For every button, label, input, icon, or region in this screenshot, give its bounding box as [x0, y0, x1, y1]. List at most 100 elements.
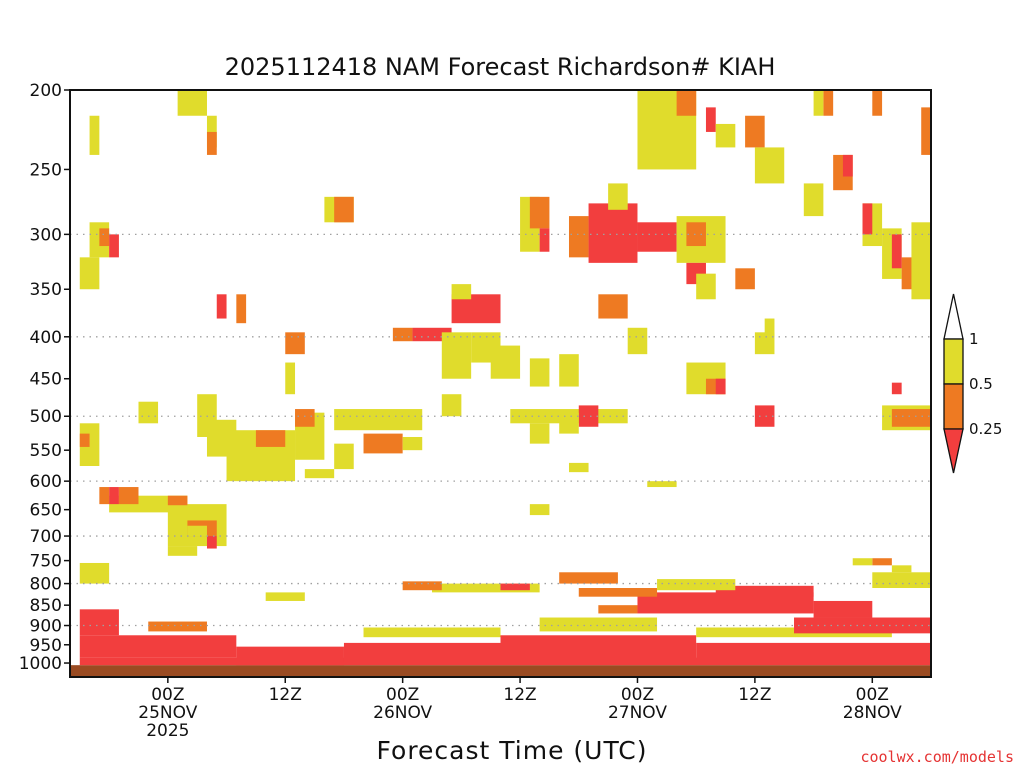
region-orange-35 — [118, 487, 139, 505]
region-red-91 — [705, 107, 716, 132]
region-yellow-64 — [441, 394, 462, 417]
region-yellow-48 — [138, 401, 159, 424]
region-yellow-60 — [441, 332, 472, 379]
region-yellow-76 — [608, 183, 628, 210]
region-red-117 — [891, 382, 902, 395]
region-red-2 — [79, 635, 237, 658]
region-yellow-95 — [803, 183, 824, 217]
region-red-13 — [637, 592, 814, 614]
region-yellow-46 — [402, 436, 423, 451]
region-red-3 — [236, 646, 344, 666]
legend-swatch-bottom — [943, 428, 964, 474]
region-orange-111 — [872, 90, 883, 116]
region-orange-25 — [872, 558, 892, 566]
region-ground-0 — [70, 665, 931, 677]
region-red-7 — [79, 609, 119, 636]
legend-swatch-top — [943, 293, 964, 340]
region-yellow-126 — [187, 525, 207, 537]
region-red-102 — [891, 234, 902, 269]
region-orange-86 — [99, 228, 110, 247]
region-yellow-93 — [715, 123, 736, 148]
region-orange-69 — [285, 332, 305, 355]
y-tick-label-300: 300 — [30, 225, 62, 245]
region-yellow-53 — [529, 423, 550, 444]
region-red-14 — [715, 585, 814, 597]
region-red-99 — [862, 203, 873, 235]
x-tick-label-0-3: 2025 — [146, 721, 189, 741]
x-tick-label-1-1: 12Z — [269, 685, 302, 705]
region-red-54 — [754, 405, 775, 427]
x-tick-label-0-2: 25NOV — [138, 703, 197, 723]
legend-swatch-1 — [943, 338, 964, 385]
y-axis: 200 250 300 350 400 450 500 550 600 650 700 750 8008… — [19, 81, 70, 674]
region-orange-104 — [921, 107, 931, 155]
x-tick-label-2-2: 26NOV — [373, 703, 432, 723]
region-orange-19 — [559, 572, 618, 584]
region-orange-90 — [676, 90, 697, 116]
region-yellow-70 — [285, 362, 296, 395]
region-orange-62 — [392, 327, 413, 342]
region-red-15 — [813, 600, 873, 618]
y-tick-label-500: 500 — [30, 407, 62, 427]
region-orange-18 — [598, 605, 638, 614]
region-orange-72 — [236, 294, 247, 324]
region-yellow-10 — [539, 617, 658, 632]
legend-label-2: 0.25 — [969, 420, 1002, 438]
region-yellow-110 — [813, 90, 824, 116]
region-red-4 — [343, 642, 501, 662]
legend: 1 0.5 0.25 — [943, 293, 1002, 474]
y-tick-label-550: 550 — [30, 441, 62, 461]
region-yellow-94 — [754, 147, 785, 184]
region-yellow-26 — [852, 558, 873, 566]
x-tick-label-4-1: 00Z — [621, 685, 654, 705]
region-orange-84 — [334, 196, 354, 223]
region-red-12 — [794, 617, 931, 634]
region-yellow-22 — [657, 579, 736, 591]
region-yellow-24 — [79, 562, 110, 584]
region-orange-113 — [735, 268, 755, 290]
y-tick-label-700: 700 — [30, 527, 62, 547]
y-tick-label-950: 950 — [30, 636, 62, 656]
region-orange-31 — [167, 495, 188, 506]
region-yellow-63 — [490, 345, 521, 379]
region-yellow-105 — [177, 90, 207, 116]
region-red-51 — [578, 405, 599, 427]
region-yellow-66 — [559, 354, 579, 387]
region-yellow-9 — [363, 627, 501, 638]
region-yellow-27 — [891, 565, 912, 573]
gridlines — [70, 233, 931, 627]
region-red-74 — [637, 222, 677, 252]
region-orange-81 — [529, 196, 550, 229]
y-tick-label-900: 900 — [30, 617, 62, 637]
region-red-71 — [216, 294, 227, 319]
region-yellow-125 — [304, 469, 335, 479]
x-tick-label-0-1: 00Z — [151, 685, 184, 705]
region-red-73 — [588, 203, 638, 263]
region-red-97 — [842, 154, 853, 177]
region-yellow-112 — [696, 273, 716, 300]
region-red-21 — [500, 583, 530, 591]
region-yellow-52 — [559, 412, 579, 434]
region-yellow-47 — [334, 443, 354, 470]
y-tick-label-350: 350 — [30, 280, 62, 300]
region-yellow-122 — [647, 481, 677, 488]
y-tick-label-1000: 1000 — [19, 654, 62, 674]
y-tick-label-750: 750 — [30, 552, 62, 572]
x-tick-label-3-1: 12Z — [503, 685, 536, 705]
credit-text[interactable]: coolwx.com/models — [860, 748, 1014, 766]
x-tick-label-5-1: 12Z — [738, 685, 771, 705]
region-orange-78 — [686, 222, 706, 247]
x-tick-label-6-2: 28NOV — [843, 703, 902, 723]
y-tick-label-400: 400 — [30, 328, 62, 348]
region-yellow-107 — [89, 115, 100, 155]
y-tick-label-850: 850 — [30, 596, 62, 616]
region-red-1 — [79, 657, 932, 666]
region-orange-8 — [148, 621, 207, 632]
region-orange-20 — [402, 581, 442, 591]
region-yellow-28 — [265, 592, 305, 601]
x-tick-label-2-1: 00Z — [386, 685, 419, 705]
region-yellow-65 — [529, 358, 550, 387]
region-orange-41 — [255, 430, 286, 447]
